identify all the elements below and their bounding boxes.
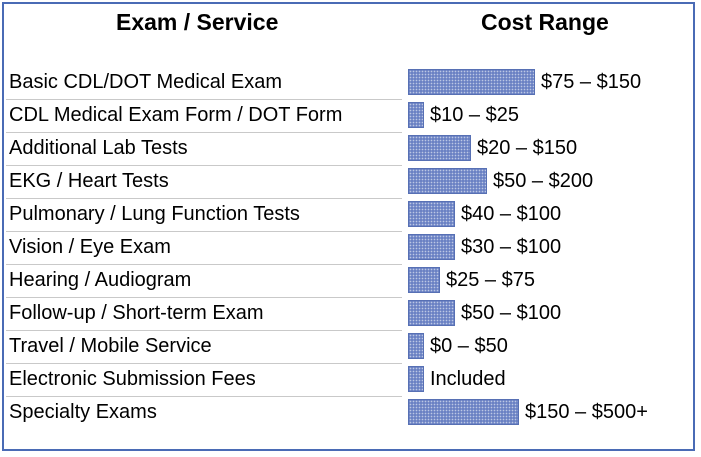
column-header-cost-range: Cost Range [481,9,609,35]
cost-bar [408,201,455,227]
table-row: Basic CDL/DOT Medical Exam $75 – $150 [6,67,690,100]
cost-bar [408,168,487,194]
cost-range-label: Included [430,368,506,390]
cost-bar [408,300,455,326]
table-row: Additional Lab Tests $20 – $150 [6,133,690,166]
row-divider [6,165,402,166]
row-label: CDL Medical Exam Form / DOT Form [9,104,343,126]
cost-bar [408,267,440,293]
cost-range-label: $10 – $25 [430,104,519,126]
row-divider [6,297,402,298]
row-divider [6,363,402,364]
row-label: Vision / Eye Exam [9,236,171,258]
table-row: Follow-up / Short-term Exam $50 – $100 [6,298,690,331]
cost-bar [408,366,424,392]
table-row: Specialty Exams $150 – $500+ [6,397,690,430]
cost-range-label: $75 – $150 [541,71,642,93]
cost-range-label: $150 – $500+ [525,401,648,423]
table-row: Electronic Submission Fees Included [6,364,690,397]
row-divider [6,132,402,133]
cost-bar [408,102,424,128]
table-row: EKG / Heart Tests $50 – $200 [6,166,690,199]
cost-range-label: $30 – $100 [461,236,562,258]
table-row: Hearing / Audiogram $25 – $75 [6,265,690,298]
cost-bar [408,135,471,161]
cost-range-label: $20 – $150 [477,137,578,159]
cost-bar [408,399,519,425]
row-divider [6,231,402,232]
column-header-exam-service: Exam / Service [116,9,279,35]
cost-range-label: $50 – $200 [493,170,594,192]
cost-range-label: $25 – $75 [446,269,535,291]
cost-bar [408,69,535,95]
row-divider [6,330,402,331]
cost-range-label: $0 – $50 [430,335,508,357]
cost-bar [408,333,424,359]
row-divider [6,99,402,100]
table-row: Travel / Mobile Service $0 – $50 [6,331,690,364]
row-divider [6,264,402,265]
table-row: Vision / Eye Exam $30 – $100 [6,232,690,265]
row-label: Basic CDL/DOT Medical Exam [9,71,283,93]
cost-bar [408,234,455,260]
row-label: Pulmonary / Lung Function Tests [9,203,300,225]
row-label: Travel / Mobile Service [9,335,212,357]
cost-range-label: $50 – $100 [461,302,562,324]
row-label: Hearing / Audiogram [9,269,192,291]
row-label: Electronic Submission Fees [9,368,256,390]
table-frame [2,2,695,451]
row-divider [6,396,402,397]
row-label: EKG / Heart Tests [9,170,169,192]
row-label: Additional Lab Tests [9,137,188,159]
table-row: Pulmonary / Lung Function Tests $40 – $10… [6,199,690,232]
cost-range-label: $40 – $100 [461,203,562,225]
row-label: Follow-up / Short-term Exam [9,302,264,324]
row-divider [6,198,402,199]
table-row: CDL Medical Exam Form / DOT Form $10 – $2… [6,100,690,133]
row-label: Specialty Exams [9,401,157,423]
